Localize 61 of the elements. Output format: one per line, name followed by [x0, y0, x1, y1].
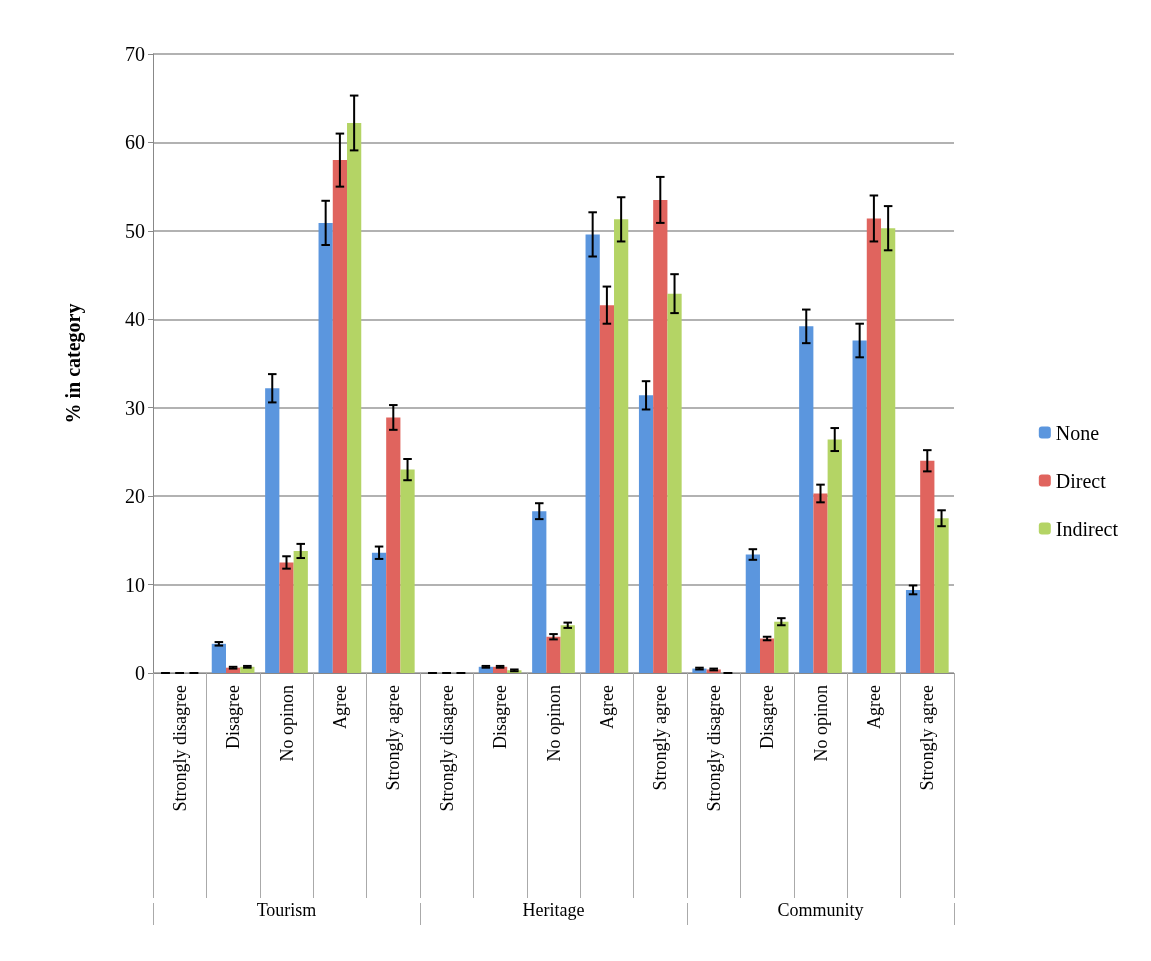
- bar: [905, 589, 921, 673]
- bar: [599, 305, 615, 673]
- bar: [400, 469, 415, 673]
- y-tick-label: 60: [125, 131, 145, 154]
- y-tick-label: 30: [125, 396, 145, 419]
- x-tick-label: Strongly agree: [383, 684, 404, 791]
- bar: [211, 643, 226, 673]
- text: Heritage: [522, 900, 585, 920]
- x-tick-label: Disagree: [223, 684, 244, 749]
- y-tick-label: 0: [135, 662, 145, 684]
- bar: [532, 511, 547, 673]
- x-tick-label: Disagree: [490, 684, 511, 749]
- bar: [347, 122, 362, 673]
- bar: [866, 218, 882, 673]
- bar: [667, 293, 682, 673]
- x-tick-label: Strongly agree: [650, 684, 671, 791]
- x-tick-label: Disagree: [757, 684, 778, 749]
- bar: [852, 340, 867, 673]
- bar: [638, 395, 654, 673]
- bar: [774, 621, 789, 673]
- bar: [614, 219, 629, 673]
- x-tick-label: Strongly agree: [917, 684, 938, 791]
- x-tick-label: Agree: [863, 685, 884, 729]
- bar: [560, 625, 575, 673]
- x-tick-label: Strongly disagree: [169, 685, 190, 812]
- y-tick-label: 40: [125, 308, 145, 331]
- bar: [745, 554, 760, 673]
- bar: [799, 326, 814, 673]
- legend-label: None: [1055, 421, 1100, 444]
- bar: [279, 562, 294, 673]
- x-tick-label: Agree: [596, 685, 617, 729]
- y-tick-label: 20: [125, 485, 145, 508]
- x-tick-label: Strongly disagree: [703, 685, 724, 812]
- legend-label: Direct: [1055, 469, 1107, 492]
- bar: [585, 234, 600, 673]
- x-tick-label: No opinon: [810, 685, 831, 762]
- bar: [827, 439, 842, 673]
- bar: [386, 417, 401, 673]
- bar: [653, 199, 668, 673]
- bar: [920, 460, 935, 673]
- x-tick-label: No opinon: [543, 685, 564, 762]
- x-tick-label: No opinon: [276, 685, 297, 762]
- bar: [813, 493, 828, 673]
- text: Community: [777, 900, 864, 920]
- bar: [332, 160, 348, 673]
- y-tick-label: 50: [125, 219, 145, 242]
- bar: [934, 518, 949, 673]
- bar: [546, 636, 561, 673]
- y-axis-title: % in category: [62, 303, 85, 424]
- bar: [881, 228, 896, 673]
- bar: [371, 552, 387, 673]
- bar: [759, 638, 775, 673]
- text: Tourism: [256, 900, 317, 920]
- bar: [318, 222, 333, 673]
- legend-label: Indirect: [1055, 517, 1119, 540]
- bar: [293, 550, 308, 673]
- bar: [265, 388, 280, 673]
- y-tick-label: 70: [125, 43, 145, 65]
- x-tick-label: Strongly disagree: [436, 685, 457, 812]
- y-tick-label: 10: [125, 573, 145, 596]
- x-tick-label: Agree: [329, 685, 350, 729]
